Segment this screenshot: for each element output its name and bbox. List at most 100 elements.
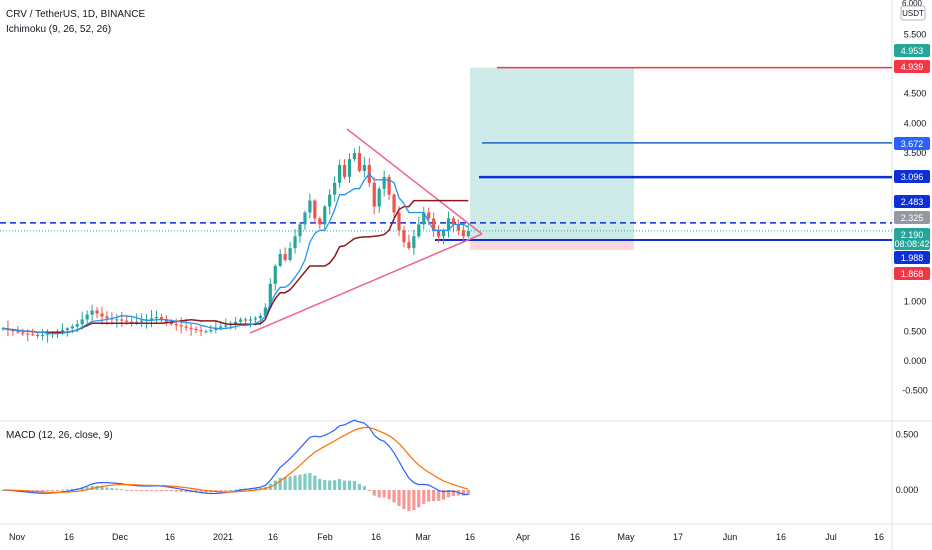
candle-body [293, 236, 297, 249]
candle-body [352, 153, 357, 160]
price-badge-bg [894, 44, 930, 57]
price-tick-label: 4.000 [904, 118, 927, 128]
candle-body [382, 176, 386, 189]
macd-histogram-bar [308, 473, 312, 490]
price-badge: 1.868 [894, 267, 930, 280]
candle-body [189, 327, 193, 329]
triangle-lower [249, 233, 483, 334]
macd-histogram-bar [313, 475, 317, 490]
macd-histogram-bar [446, 490, 451, 498]
macd-histogram-bar [387, 490, 391, 500]
macd-line [2, 419, 469, 496]
triangle-upper [346, 128, 483, 235]
macd-histogram-bar [60, 489, 64, 491]
price-badge-bg [894, 137, 930, 150]
macd-histogram-bar [174, 490, 178, 492]
price-badge: 1.988 [894, 251, 930, 264]
candle-body [199, 330, 203, 332]
macd-histogram-bar [392, 490, 396, 503]
price-badge-value: 2.190 [901, 230, 924, 240]
macd-histogram-bar [357, 484, 361, 490]
macd-histogram-bar [234, 489, 238, 491]
candle-body [219, 326, 223, 329]
candle-body [387, 176, 391, 195]
time-tick-label: 16 [64, 532, 74, 542]
candle-body [95, 310, 99, 314]
ichimoku-conversion-line [2, 172, 469, 335]
time-tick-label: 16 [776, 532, 786, 542]
time-tick-label: Nov [9, 532, 26, 542]
candle-body [90, 310, 94, 315]
price-badge: 3.672 [894, 137, 930, 150]
candle-body [357, 153, 361, 171]
macd-histogram-bar [45, 490, 50, 491]
candle-body [407, 242, 411, 249]
currency-box [900, 5, 926, 21]
macd-histogram-bar [36, 490, 40, 492]
candle-body [179, 325, 183, 327]
macd-histogram-bar [407, 490, 411, 511]
candle-body [323, 206, 327, 225]
candle-body [258, 315, 262, 319]
macd-histogram-bar [80, 487, 84, 490]
macd-histogram-bar [412, 490, 416, 511]
macd-histogram-bar [362, 486, 366, 490]
macd-histogram-bar [273, 480, 277, 490]
candle-body [342, 164, 347, 177]
price-badge-value: 3.096 [901, 172, 924, 182]
macd-histogram-bar [55, 490, 60, 491]
macd-histogram-bar [372, 490, 376, 496]
macd-histogram-bar [288, 476, 292, 490]
candle-body [16, 331, 20, 333]
price-badge-bg [894, 170, 930, 183]
macd-histogram-bar [41, 490, 45, 492]
macd-histogram-bar [130, 490, 134, 491]
candle-body [140, 320, 144, 322]
candle-body [248, 319, 253, 321]
candle-body [328, 194, 332, 207]
candle-body [21, 332, 25, 334]
price-badge-value: 4.939 [901, 62, 924, 72]
time-tick-label: Dec [112, 532, 129, 542]
price-badge: 4.939 [894, 60, 930, 73]
macd-histogram-bar [179, 490, 183, 492]
candle-body [125, 320, 129, 322]
candle-body [234, 321, 238, 325]
candle-body [243, 319, 248, 321]
macd-histogram-bar [367, 490, 371, 491]
macd-histogram-bar [50, 490, 55, 491]
candle-body [441, 230, 446, 237]
macd-histogram-bar [441, 490, 446, 500]
macd-histogram-bar [451, 490, 456, 496]
candle-body [239, 319, 243, 322]
candle-body [159, 317, 163, 320]
candle-body [130, 321, 134, 323]
candle-body [417, 224, 421, 237]
currency-label: USDT [902, 9, 924, 18]
macd-histogram-bar [120, 489, 124, 491]
macd-histogram-bar [303, 473, 307, 490]
macd-histogram-bar [422, 490, 426, 504]
macd-histogram-bar [323, 480, 327, 490]
time-tick-label: 16 [874, 532, 884, 542]
macd-histogram-bar [169, 490, 173, 492]
time-tick-label: Jun [723, 532, 738, 542]
macd-histogram-bar [115, 488, 119, 490]
candle-body [451, 218, 456, 225]
macd-histogram-bar [402, 490, 406, 510]
price-tick-label: 6.000 [902, 0, 923, 8]
macd-histogram-bar [432, 490, 436, 502]
candle-body [164, 319, 168, 322]
price-badge-countdown: 08:08:42 [894, 239, 929, 249]
symbol-title: CRV / TetherUS, 1D, BINANCE [6, 9, 146, 20]
candle-body [70, 326, 74, 329]
time-tick-label: Apr [516, 532, 530, 542]
macd-histogram-bar [70, 488, 74, 490]
macd-histogram-bar [382, 490, 386, 498]
candle-body [174, 324, 178, 326]
macd-histogram-bar [417, 490, 421, 508]
time-tick-label: 16 [371, 532, 381, 542]
candle-body [36, 334, 40, 337]
price-badge-value: 3.672 [901, 139, 924, 149]
